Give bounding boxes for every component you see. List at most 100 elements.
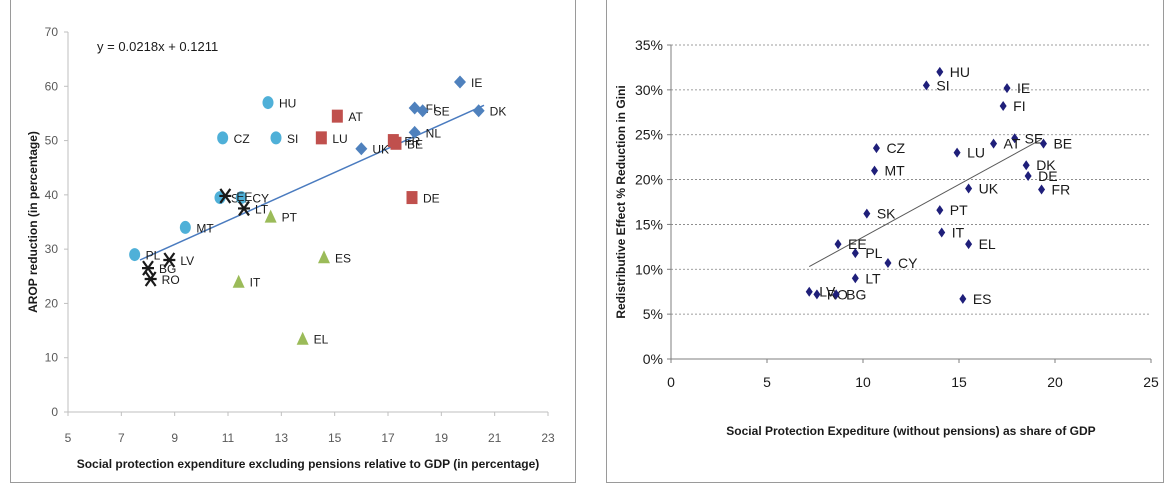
x-tick-label: 17 bbox=[381, 431, 395, 445]
point-ro-marker bbox=[813, 289, 821, 300]
point-es-label: ES bbox=[973, 291, 992, 307]
point-pl-marker bbox=[851, 248, 859, 259]
x-tick-label: 10 bbox=[855, 374, 871, 390]
point-it-marker bbox=[938, 227, 946, 238]
point-de-marker bbox=[1024, 170, 1032, 181]
point-bg-marker bbox=[832, 289, 840, 300]
point-hu-label: HU bbox=[279, 97, 296, 111]
point-bg-label: BG bbox=[159, 262, 176, 276]
point-at-marker bbox=[990, 138, 998, 149]
point-pl-marker bbox=[129, 248, 141, 262]
point-pt-marker bbox=[936, 205, 944, 216]
point-lu-marker bbox=[315, 131, 327, 145]
point-fr-marker bbox=[1038, 184, 1046, 195]
y-tick-label: 20 bbox=[45, 296, 59, 310]
point-lv-marker bbox=[805, 286, 813, 297]
point-fi-label: FI bbox=[426, 102, 437, 116]
point-mt-marker bbox=[179, 220, 191, 234]
point-ro-marker bbox=[144, 271, 157, 287]
point-ro-label: RO bbox=[162, 273, 180, 287]
point-se-marker bbox=[416, 104, 429, 118]
point-cz-label: CZ bbox=[234, 132, 250, 146]
point-be-label: BE bbox=[407, 137, 423, 151]
point-be-label: BE bbox=[1053, 136, 1072, 152]
x-tick-label: 15 bbox=[328, 431, 342, 445]
point-ee-marker bbox=[834, 239, 842, 250]
point-mt-label: MT bbox=[196, 221, 214, 235]
y-axis-label: AROP reduction (in percentage) bbox=[26, 131, 40, 313]
point-si-marker bbox=[270, 131, 282, 145]
point-es-marker bbox=[959, 293, 967, 304]
x-tick-label: 7 bbox=[118, 431, 125, 445]
point-ie-label: IE bbox=[1017, 80, 1030, 96]
point-dk-label: DK bbox=[490, 105, 507, 119]
x-tick-label: 19 bbox=[435, 431, 449, 445]
point-nl-marker bbox=[408, 125, 421, 139]
point-pt-marker bbox=[264, 209, 277, 223]
x-tick-label: 15 bbox=[951, 374, 967, 390]
point-fr-label: FR bbox=[404, 135, 420, 149]
point-de-marker bbox=[406, 191, 418, 205]
point-cy-marker bbox=[884, 258, 892, 269]
point-pt-label: PT bbox=[950, 202, 968, 218]
point-si-marker bbox=[922, 80, 930, 91]
point-cz-label: CZ bbox=[886, 140, 905, 156]
y-tick-label: 70 bbox=[45, 25, 59, 39]
point-hu-marker bbox=[262, 96, 274, 110]
point-lu-label: LU bbox=[967, 145, 985, 161]
right-scatter-chart: 0% 5% 10% 15% 20% 25% 30% 35% 0 5 10 15 20 25 Social P… bbox=[614, 37, 1159, 438]
point-de-label: DE bbox=[423, 192, 440, 206]
y-tick-label: 0% bbox=[643, 351, 663, 367]
point-uk-marker bbox=[965, 183, 973, 194]
x-axis-label: Social Protection Expediture (without pe… bbox=[726, 424, 1095, 438]
point-cz-marker bbox=[217, 131, 229, 145]
point-dk-marker bbox=[472, 104, 485, 118]
point-hu-marker bbox=[936, 66, 944, 77]
right-chart-panel: 0% 5% 10% 15% 20% 25% 30% 35% 0 5 10 15 20 25 Social P… bbox=[606, 0, 1164, 483]
x-tick-label: 5 bbox=[763, 374, 771, 390]
y-tick-label: 15% bbox=[635, 216, 663, 232]
point-el-label: EL bbox=[314, 333, 329, 347]
trendline bbox=[139, 104, 485, 261]
y-tick-label: 5% bbox=[643, 306, 663, 322]
x-tick-label: 23 bbox=[541, 431, 555, 445]
x-tick-label: 20 bbox=[1047, 374, 1063, 390]
point-fi-marker bbox=[999, 101, 1007, 112]
y-tick-label: 50 bbox=[45, 134, 59, 148]
point-lt-marker bbox=[238, 200, 250, 217]
point-lv-marker bbox=[163, 252, 176, 268]
point-it-marker bbox=[232, 274, 245, 288]
x-tick-label: 9 bbox=[171, 431, 178, 445]
point-bg-label: BG bbox=[846, 286, 866, 302]
point-ie-label: IE bbox=[471, 76, 482, 90]
point-se-label: SE bbox=[1025, 130, 1044, 146]
point-cy-label: CY bbox=[898, 255, 918, 271]
y-tick-label: 35% bbox=[635, 37, 663, 53]
y-tick-label: 10% bbox=[635, 261, 663, 277]
point-bg-marker bbox=[142, 260, 154, 276]
point-el-marker bbox=[965, 239, 973, 250]
y-tick-label: 25% bbox=[635, 127, 663, 143]
point-uk-marker bbox=[355, 142, 368, 156]
point-lv-label: LV bbox=[180, 254, 194, 268]
point-be-marker bbox=[390, 136, 402, 150]
point-be-marker bbox=[1039, 138, 1047, 149]
y-tick-label: 10 bbox=[45, 351, 59, 365]
point-fr-label: FR bbox=[1052, 181, 1071, 197]
x-tick-label: 21 bbox=[488, 431, 502, 445]
point-nl-label: NL bbox=[426, 126, 442, 140]
point-cy-label: CY bbox=[252, 192, 269, 206]
point-el-label: EL bbox=[979, 236, 996, 252]
point-uk-label: UK bbox=[372, 143, 389, 157]
trendline bbox=[808, 138, 1042, 268]
y-tick-label: 30% bbox=[635, 82, 663, 98]
trendline-equation: y = 0.0218x + 0.1211 bbox=[97, 39, 218, 54]
y-tick-label: 30 bbox=[45, 242, 59, 256]
point-dk-marker bbox=[1022, 160, 1030, 171]
point-de-label: DE bbox=[1038, 168, 1057, 184]
point-at-marker bbox=[331, 109, 343, 123]
point-ee-label: EE bbox=[236, 190, 252, 204]
point-se-label: SE bbox=[434, 105, 450, 119]
point-lu-label: LU bbox=[332, 132, 347, 146]
